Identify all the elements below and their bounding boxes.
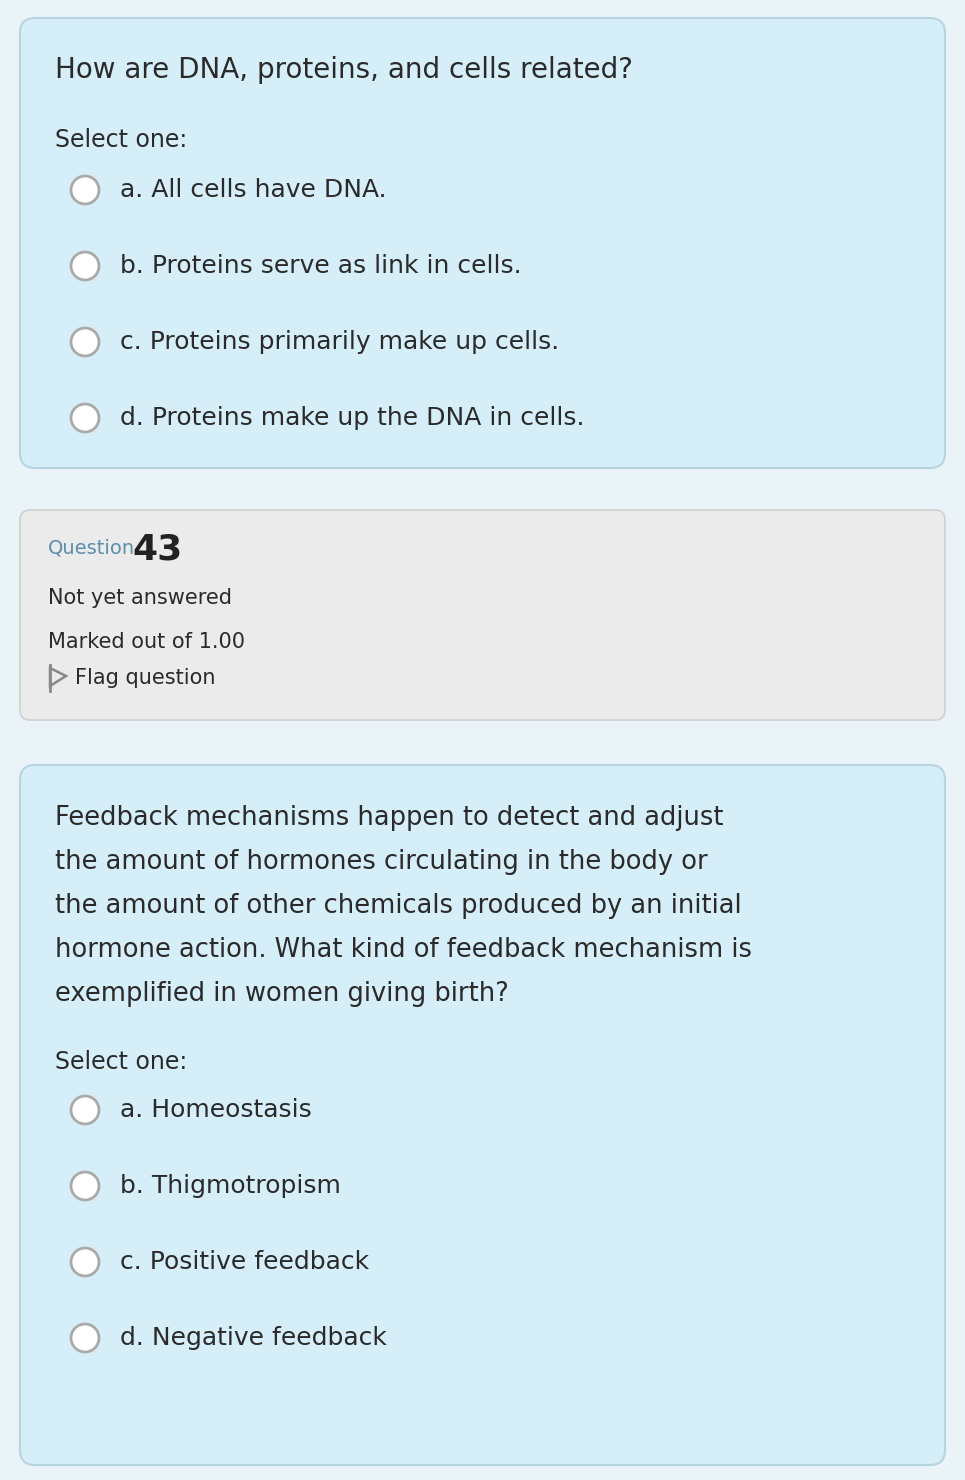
Text: d. Proteins make up the DNA in cells.: d. Proteins make up the DNA in cells. bbox=[120, 406, 585, 431]
Text: Marked out of 1.00: Marked out of 1.00 bbox=[48, 632, 245, 653]
Text: a. All cells have DNA.: a. All cells have DNA. bbox=[120, 178, 387, 201]
Text: Flag question: Flag question bbox=[75, 667, 215, 688]
Text: Not yet answered: Not yet answered bbox=[48, 588, 232, 608]
Text: Select one:: Select one: bbox=[55, 1049, 187, 1074]
Text: exemplified in women giving birth?: exemplified in women giving birth? bbox=[55, 981, 509, 1006]
Text: Feedback mechanisms happen to detect and adjust: Feedback mechanisms happen to detect and… bbox=[55, 805, 724, 830]
Text: d. Negative feedback: d. Negative feedback bbox=[120, 1326, 387, 1350]
Circle shape bbox=[71, 176, 99, 204]
Text: Question: Question bbox=[48, 539, 135, 556]
Text: How are DNA, proteins, and cells related?: How are DNA, proteins, and cells related… bbox=[55, 56, 633, 84]
Circle shape bbox=[71, 1172, 99, 1200]
Circle shape bbox=[71, 404, 99, 432]
Text: the amount of other chemicals produced by an initial: the amount of other chemicals produced b… bbox=[55, 892, 742, 919]
Circle shape bbox=[71, 329, 99, 357]
Text: hormone action. What kind of feedback mechanism is: hormone action. What kind of feedback me… bbox=[55, 937, 752, 963]
Circle shape bbox=[71, 1248, 99, 1276]
Text: a. Homeostasis: a. Homeostasis bbox=[120, 1098, 312, 1122]
Text: b. Thigmotropism: b. Thigmotropism bbox=[120, 1174, 341, 1197]
Text: b. Proteins serve as link in cells.: b. Proteins serve as link in cells. bbox=[120, 255, 522, 278]
Circle shape bbox=[71, 1097, 99, 1123]
FancyBboxPatch shape bbox=[20, 511, 945, 719]
Text: the amount of hormones circulating in the body or: the amount of hormones circulating in th… bbox=[55, 850, 707, 875]
FancyBboxPatch shape bbox=[20, 18, 945, 468]
Text: Select one:: Select one: bbox=[55, 127, 187, 152]
Circle shape bbox=[71, 252, 99, 280]
Text: c. Positive feedback: c. Positive feedback bbox=[120, 1251, 370, 1274]
FancyBboxPatch shape bbox=[20, 765, 945, 1465]
Circle shape bbox=[71, 1325, 99, 1353]
Text: 43: 43 bbox=[132, 531, 182, 565]
Text: c. Proteins primarily make up cells.: c. Proteins primarily make up cells. bbox=[120, 330, 560, 354]
